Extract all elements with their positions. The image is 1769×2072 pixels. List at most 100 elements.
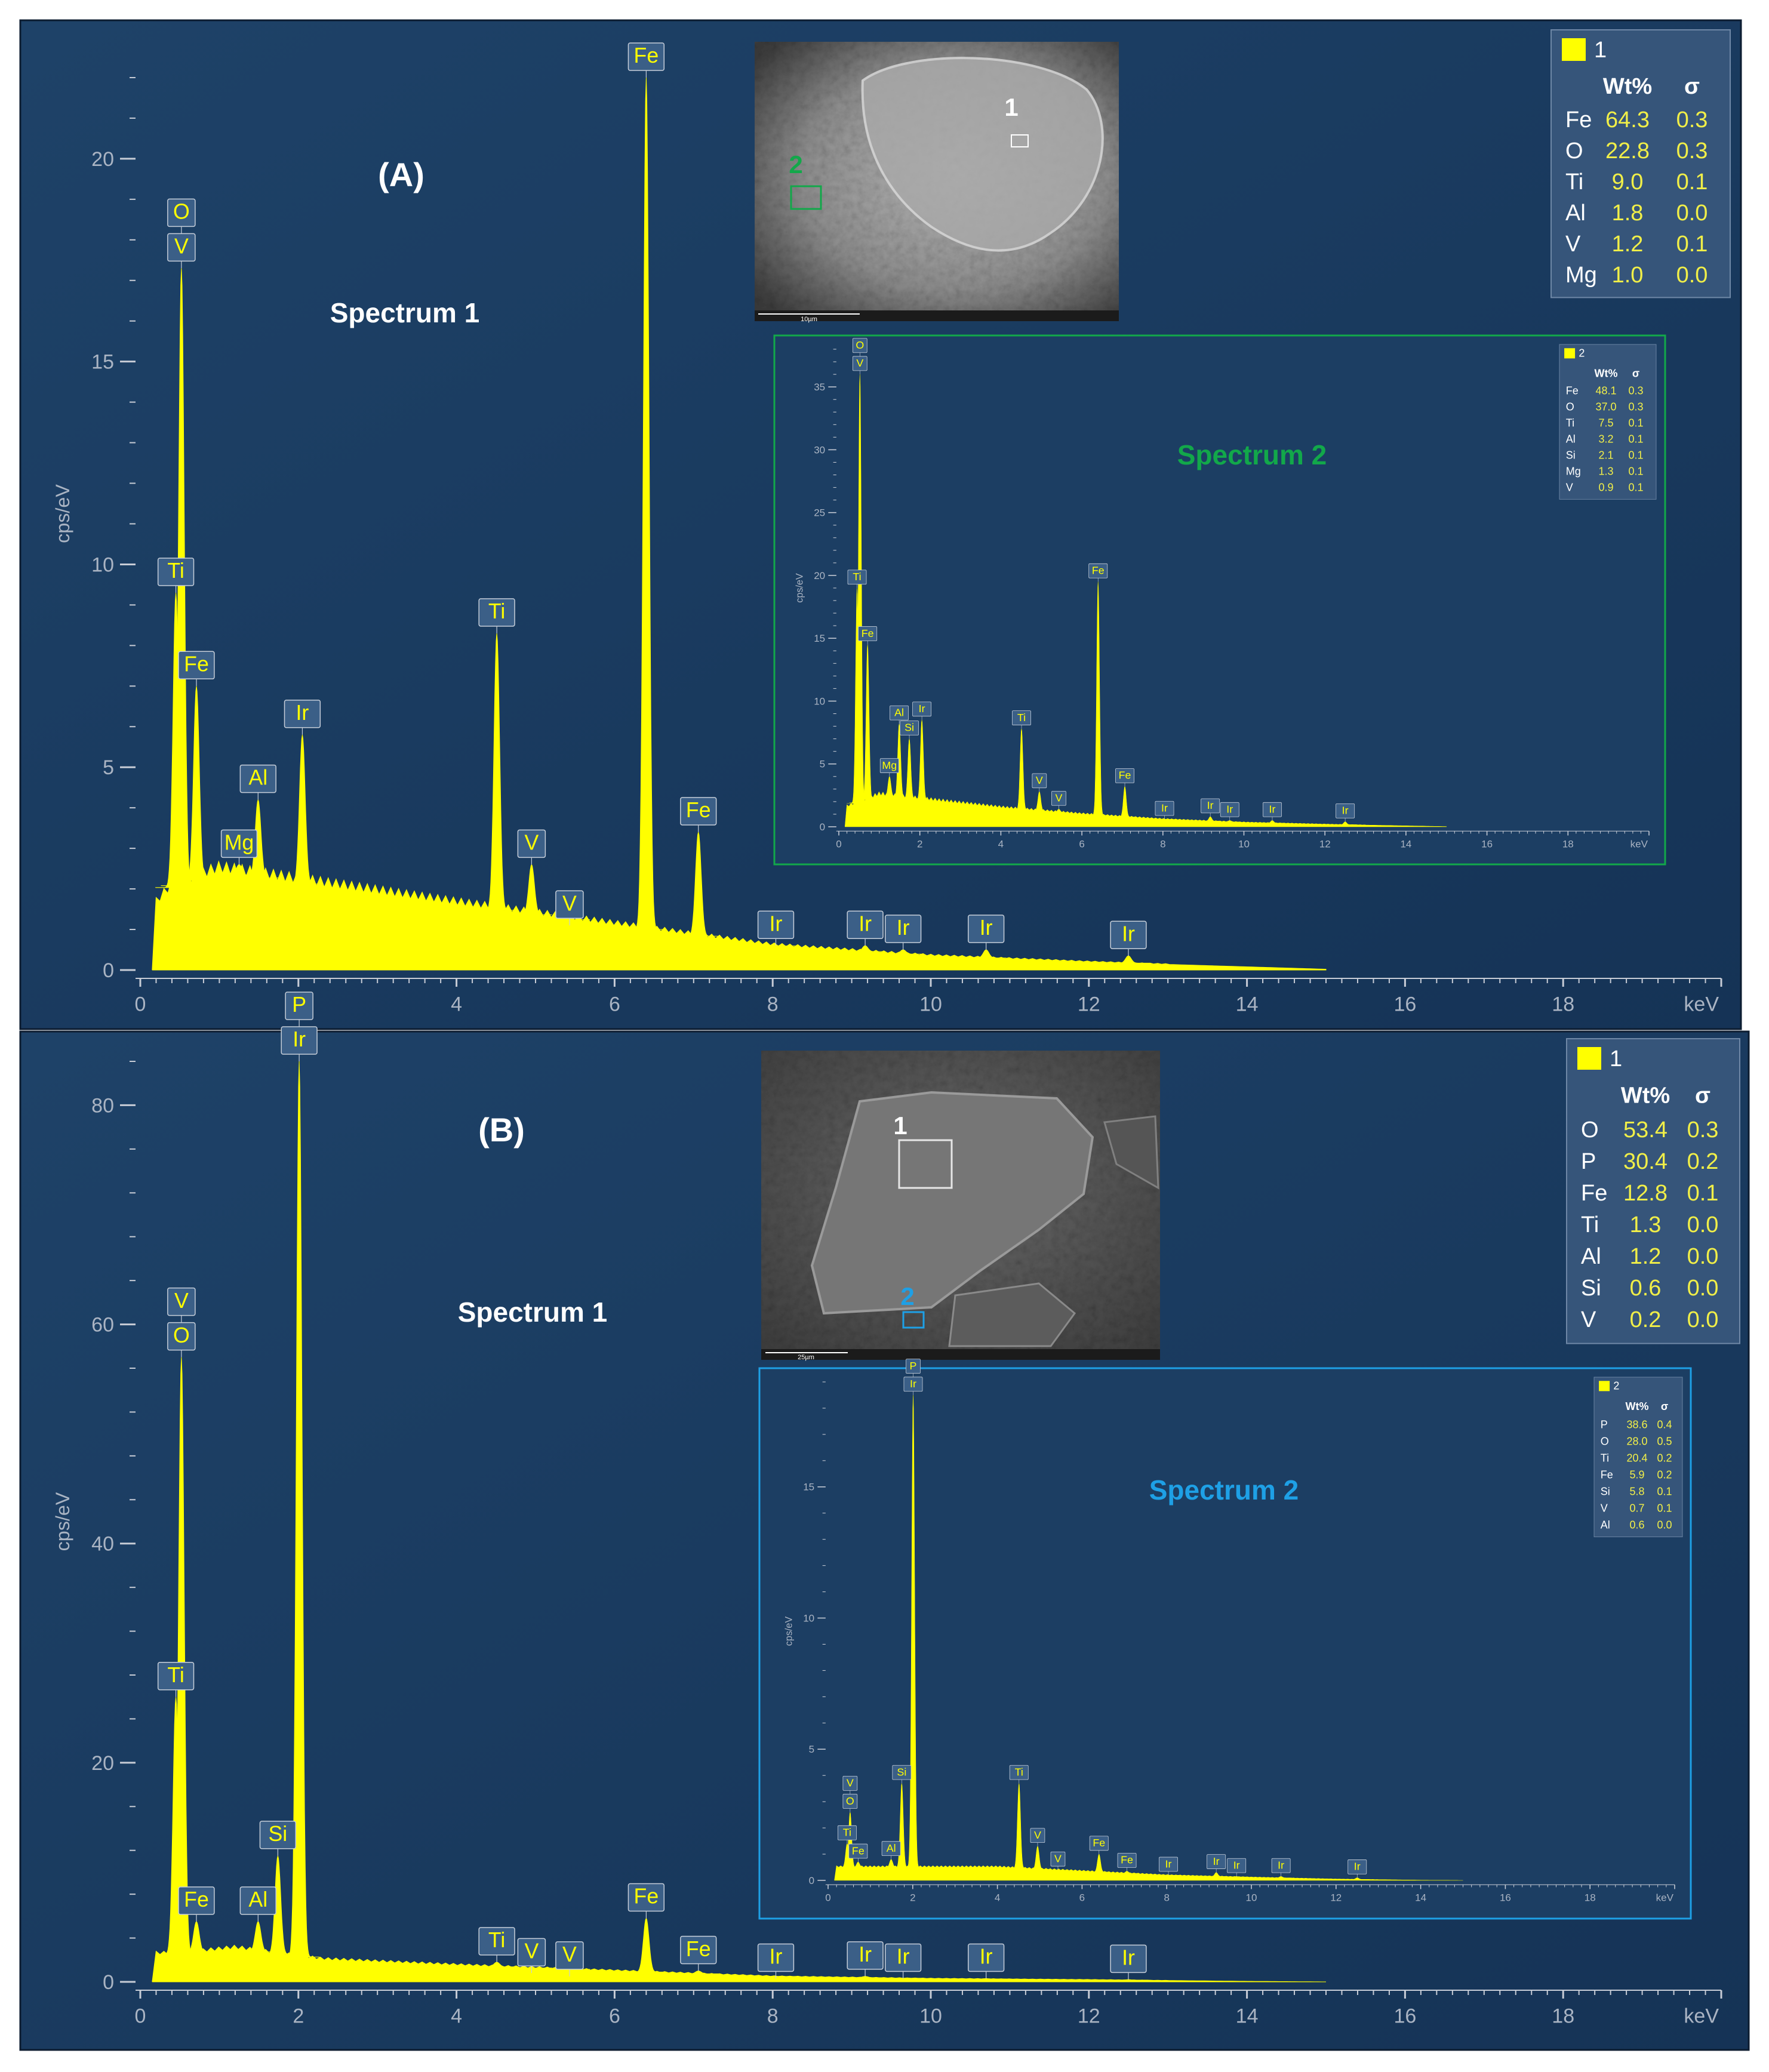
- x-tick-label: 6: [609, 2005, 620, 2027]
- x-tick-label: 18: [1552, 993, 1574, 1015]
- spectrum-peak: [844, 945, 887, 952]
- x-tick-label: 2: [910, 1892, 915, 1903]
- table-wt-value: 2.1: [1598, 449, 1613, 461]
- inset-b: Spectrum 2 0 5 10 15 0 2 4 6 8 10 12 14 16 18 keV cps/e…: [758, 1359, 1692, 1920]
- table-wt-value: 1.0: [1612, 263, 1644, 288]
- table-header-wt: Wt%: [1621, 1083, 1670, 1109]
- peak-label: Si: [269, 1822, 288, 1846]
- peak-label: Fe: [184, 1888, 209, 1911]
- table-sigma-value: 0.0: [1687, 1244, 1719, 1269]
- spectrum-peak: [844, 1976, 887, 1978]
- y-tick-label: 60: [91, 1313, 114, 1336]
- spectrum-peak: [911, 720, 933, 800]
- spectrum-peak: [965, 949, 1007, 959]
- micrograph-a-scale-label: 10µm: [801, 316, 817, 323]
- table-header-sigma: σ: [1661, 1400, 1668, 1412]
- micrograph-b-marker-1: 1: [893, 1112, 907, 1140]
- peak-label-box: [1227, 1858, 1247, 1873]
- peak-label: Ir: [919, 703, 925, 715]
- spectrum-peak: [1225, 1876, 1248, 1877]
- table-sigma-value: 0.1: [1628, 465, 1643, 477]
- peak-label: Fe: [862, 627, 874, 639]
- spectrum-peak: [902, 1394, 924, 1868]
- peak-label: V: [524, 830, 539, 854]
- inset-a: Spectrum 2 0 5 10 15 20 25 30 35 0 2 4 6 8 10 12 14 16 18…: [773, 334, 1666, 866]
- x-tick-label: 14: [1415, 1892, 1426, 1903]
- spectrum-peak: [1262, 820, 1283, 823]
- peak-label: V: [847, 1777, 854, 1789]
- x-tick-label: 10: [1238, 838, 1250, 849]
- micrograph-b-fragment-2: [1103, 1115, 1159, 1190]
- table-sigma-value: 0.1: [1657, 1485, 1672, 1497]
- micrograph-a-marker-2: 2: [789, 150, 802, 178]
- y-tick-label: 0: [103, 1971, 114, 1994]
- table-sigma-value: 0.1: [1676, 232, 1708, 257]
- peak-label: Ir: [1354, 1861, 1361, 1873]
- y-tick-label: 80: [91, 1094, 114, 1117]
- peak-label: Fe: [852, 1845, 864, 1857]
- peak-label: Ir: [910, 1378, 916, 1390]
- table-sigma-value: 0.2: [1657, 1452, 1672, 1464]
- table-wt-value: 12.8: [1623, 1181, 1668, 1206]
- spectrum-peak: [847, 1861, 869, 1868]
- y-tick-label: 10: [91, 553, 114, 576]
- table-b-spectrum2: 2 Wt% σ P 38.6 0.4 O 28.0 0.5 Ti 20.4 0.2 Fe 5.9 0.2 Si…: [1593, 1377, 1683, 1538]
- table-sigma-value: 0.1: [1628, 433, 1643, 445]
- table-element: O: [1565, 138, 1583, 164]
- x-tick-label: 4: [995, 1892, 1000, 1903]
- table-element: Fe: [1566, 384, 1579, 396]
- table-element: O: [1601, 1435, 1609, 1447]
- table-sigma-value: 0.3: [1676, 138, 1708, 164]
- table-wt-value: 30.4: [1623, 1149, 1668, 1174]
- table-element: Mg: [1565, 263, 1597, 288]
- micrograph-a-marker-1: 1: [1004, 93, 1018, 121]
- table-sigma-value: 0.1: [1676, 170, 1708, 195]
- peak-label: V: [1034, 1829, 1041, 1841]
- peak-label: Ti: [853, 571, 861, 583]
- peak-label: Ti: [167, 559, 184, 583]
- table-element: Ti: [1601, 1452, 1609, 1464]
- inset-a-spectrum2-title: Spectrum 2: [1177, 439, 1327, 470]
- y-tick-label: 20: [91, 148, 114, 171]
- spectrum-peak: [154, 1697, 196, 1955]
- peak-label: Ti: [488, 1928, 505, 1952]
- table-sigma-value: 0.0: [1687, 1212, 1719, 1237]
- table-wt-value: 1.2: [1630, 1244, 1662, 1269]
- spectrum-peak: [1346, 1877, 1368, 1880]
- table-element: O: [1581, 1117, 1599, 1143]
- table-frame: [1559, 344, 1657, 500]
- peak-label: Si: [905, 722, 914, 734]
- table-element: Fe: [1565, 107, 1592, 133]
- table-element: Mg: [1566, 465, 1581, 477]
- micrograph-b-region-1: [898, 1139, 953, 1189]
- peak-label-box: [1050, 1851, 1066, 1867]
- spectrum-peak: [678, 1971, 719, 1975]
- peak-label-box: [906, 1359, 921, 1374]
- spectrum-peak: [1088, 1854, 1110, 1873]
- peak-label: V: [174, 234, 189, 258]
- x-axis-label: keV: [1684, 993, 1719, 1015]
- peak-label: Ti: [488, 599, 505, 623]
- spectrum-peak: [899, 738, 921, 799]
- table-sigma-value: 0.3: [1628, 401, 1643, 412]
- table-sigma-value: 0.0: [1687, 1307, 1719, 1332]
- table-sigma-value: 0.1: [1687, 1181, 1719, 1206]
- x-tick-label: 12: [1330, 1892, 1342, 1903]
- table-wt-value: 37.0: [1595, 401, 1616, 412]
- table-wt-value: 7.5: [1598, 417, 1613, 429]
- micrograph-a: 1 2 10µm: [755, 42, 1119, 323]
- spectrum-peak: [1029, 791, 1050, 811]
- x-tick-label: 18: [1585, 1892, 1596, 1903]
- peak-label: Ti: [843, 1827, 851, 1839]
- y-tick-label: 35: [814, 381, 825, 393]
- y-tick-label: 40: [91, 1533, 114, 1556]
- peak-label: Ti: [167, 1663, 184, 1687]
- x-tick-label: 4: [451, 993, 462, 1015]
- peak-label-box: [892, 1765, 912, 1780]
- table-wt-value: 0.2: [1630, 1307, 1662, 1332]
- series-swatch: [1599, 1381, 1610, 1391]
- table-wt-value: 53.4: [1623, 1117, 1668, 1143]
- table-sigma-value: 0.5: [1657, 1435, 1672, 1447]
- peak-label: Ir: [897, 916, 910, 940]
- x-tick-label: 4: [451, 2005, 462, 2027]
